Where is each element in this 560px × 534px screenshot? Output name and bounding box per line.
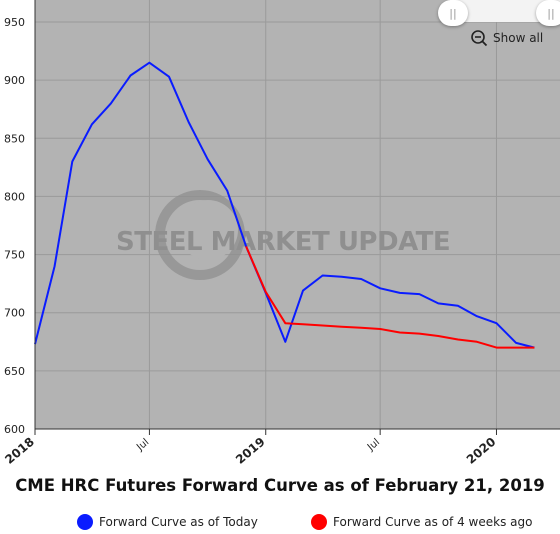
legend-item-4-weeks-ago[interactable]: Forward Curve as of 4 weeks ago (311, 514, 532, 530)
range-slider-left-handle[interactable]: || (438, 0, 468, 26)
y-tick-label: 650 (4, 365, 25, 378)
y-tick-label: 600 (4, 423, 25, 436)
range-slider-right-handle[interactable]: || (536, 0, 560, 26)
y-tick-label: 800 (4, 190, 25, 203)
range-slider-track[interactable] (450, 0, 560, 22)
x-tick-label: 2019 (233, 435, 268, 467)
series-line-today (34, 61, 535, 349)
legend: Forward Curve as of Today Forward Curve … (0, 514, 560, 534)
series-lines (34, 61, 535, 349)
show-all-button[interactable]: Show all (470, 29, 543, 47)
chart-title: CME HRC Futures Forward Curve as of Febr… (15, 476, 545, 495)
watermark-text: STEEL MARKET UPDATE (116, 227, 450, 257)
y-tick-label: 850 (4, 132, 25, 145)
legend-marker-today (77, 514, 93, 530)
x-tick-label: Jul (134, 437, 151, 454)
plot-area (35, 0, 560, 429)
x-tick-label: 2018 (2, 435, 37, 467)
show-all-label: Show all (493, 31, 544, 45)
legend-item-today[interactable]: Forward Curve as of Today (77, 514, 258, 530)
y-tick-label: 750 (4, 249, 25, 262)
y-tick-label: 950 (4, 16, 25, 29)
watermark-ring (155, 190, 245, 280)
x-tick-label: 2020 (464, 435, 499, 467)
chart-canvas: STEEL MARKET UPDATE 600 650 700 750 800 850 90… (2, 0, 560, 467)
x-axis: 2018 Jul 2019 Jul 2020 (2, 428, 560, 467)
y-tick-label: 900 (4, 74, 25, 87)
x-tick-label: Jul (365, 437, 382, 454)
watermark-ring-cut (178, 200, 238, 260)
grid-lines (34, 0, 560, 430)
zoom-out-icon (471, 30, 488, 47)
watermark-logo: STEEL MARKET UPDATE (116, 190, 451, 280)
y-tick-label: 700 (4, 307, 25, 320)
legend-label-today: Forward Curve as of Today (99, 515, 258, 529)
y-axis: 600 650 700 750 800 850 900 950 (4, 0, 36, 436)
legend-label-4-weeks-ago: Forward Curve as of 4 weeks ago (333, 515, 533, 529)
legend-marker-4-weeks-ago (311, 514, 327, 530)
series-line-4-weeks-ago (245, 246, 535, 349)
